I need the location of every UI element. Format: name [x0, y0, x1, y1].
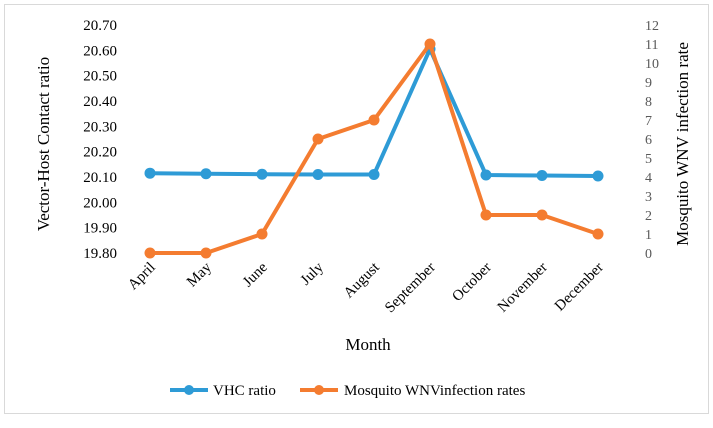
y-tick-label: 20.70 — [83, 18, 117, 34]
data-point-wnv — [312, 133, 324, 145]
y2-tick-label: 10 — [645, 57, 659, 72]
data-point-wnv — [144, 247, 156, 259]
y-tick-label: 20.40 — [83, 94, 117, 110]
chart-frame — [4, 4, 709, 414]
y-tick-label: 20.30 — [83, 119, 117, 135]
y2-tick-label: 11 — [645, 38, 658, 53]
data-point-wnv — [200, 247, 212, 259]
data-point-wnv — [424, 38, 436, 50]
y2-tick-label: 12 — [645, 19, 659, 34]
left-axis-ticks: 19.80 19.90 20.00 20.10 20.20 20.30 20.40 20.50… — [83, 18, 117, 262]
y-tick-label: 20.50 — [83, 69, 117, 85]
y2-tick-label: 9 — [645, 76, 652, 91]
data-point-vhc — [368, 168, 380, 180]
y2-tick-label: 7 — [645, 114, 652, 129]
legend: VHC ratio Mosquito WNVinfection rates — [170, 383, 525, 399]
data-point-vhc — [200, 168, 212, 180]
legend-marker-wnv — [314, 385, 324, 395]
data-point-vhc — [312, 168, 324, 180]
legend-marker-vhc — [184, 385, 194, 395]
data-point-vhc — [480, 169, 492, 181]
legend-item-vhc: VHC ratio — [170, 383, 276, 399]
y2-tick-label: 6 — [645, 133, 652, 148]
legend-item-wnv: Mosquito WNVinfection rates — [300, 383, 525, 399]
y2-axis-title: Mosquito WNV infection rate — [673, 42, 692, 246]
data-point-wnv — [536, 209, 548, 221]
y2-tick-label: 5 — [645, 152, 652, 167]
series-layer — [144, 38, 604, 259]
data-point-wnv — [256, 228, 268, 240]
legend-label-wnv: Mosquito WNVinfection rates — [344, 383, 525, 399]
data-point-wnv — [480, 209, 492, 221]
data-point-vhc — [592, 170, 604, 182]
y2-tick-label: 0 — [645, 247, 652, 262]
y-tick-label: 20.60 — [83, 43, 117, 59]
data-point-wnv — [592, 228, 604, 240]
y-tick-label: 19.80 — [83, 246, 117, 262]
legend-label-vhc: VHC ratio — [213, 383, 276, 399]
data-point-vhc — [536, 169, 548, 181]
y-axis-title: Vector-Host Contact ratio — [34, 57, 53, 231]
data-point-vhc — [256, 168, 268, 180]
data-point-wnv — [368, 114, 380, 126]
y-tick-label: 20.10 — [83, 170, 117, 186]
data-point-vhc — [144, 167, 156, 179]
y-tick-label: 20.00 — [83, 195, 117, 211]
y2-tick-label: 3 — [645, 190, 652, 205]
y2-tick-label: 4 — [645, 171, 652, 186]
y2-tick-label: 1 — [645, 228, 652, 243]
y2-tick-label: 8 — [645, 95, 652, 110]
y-tick-label: 19.90 — [83, 221, 117, 237]
x-axis-title: Month — [345, 335, 391, 354]
y2-tick-label: 2 — [645, 209, 652, 224]
y-tick-label: 20.20 — [83, 145, 117, 161]
